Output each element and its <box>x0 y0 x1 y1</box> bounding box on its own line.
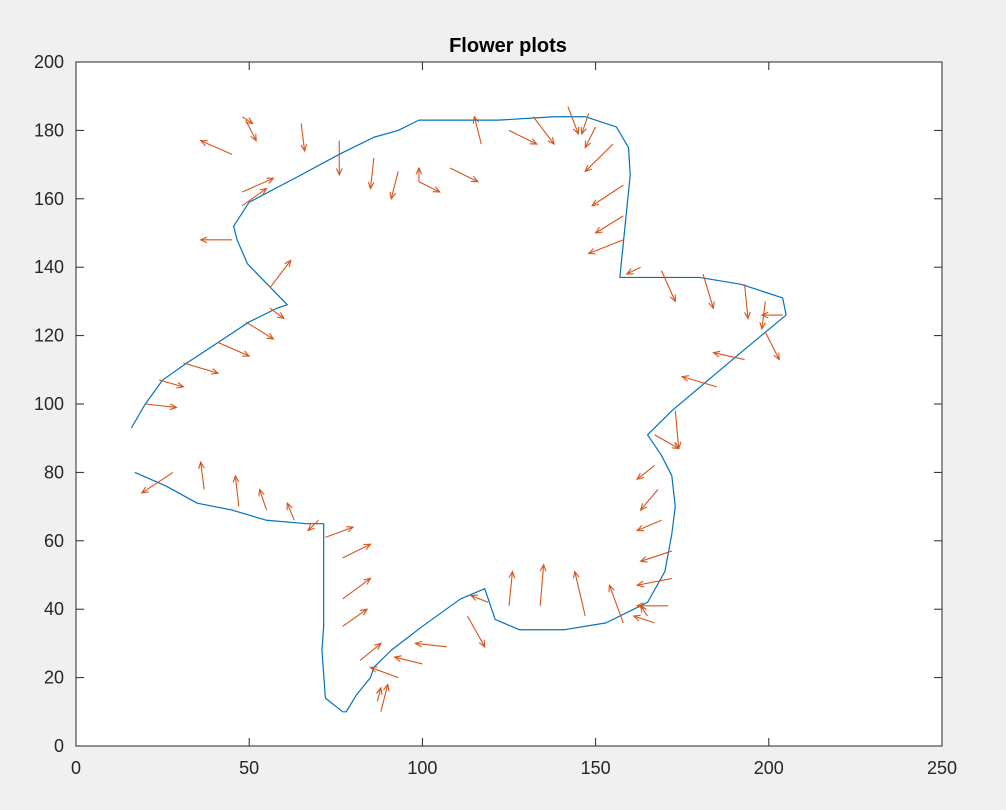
quiver-arrow <box>140 471 174 494</box>
quiver-arrow <box>587 239 624 255</box>
quiver-arrow <box>584 143 614 173</box>
y-tick-label: 100 <box>34 394 64 414</box>
quiver-arrow <box>508 129 538 145</box>
quiver-arrow <box>183 362 220 375</box>
quiver-arrow <box>584 126 597 149</box>
x-tick-label: 150 <box>581 758 611 778</box>
quiver-arrow <box>245 119 257 142</box>
quiver-arrow <box>269 307 285 320</box>
quiver-arrow <box>760 311 783 319</box>
y-tick-label: 0 <box>54 736 64 756</box>
quiver-arrow <box>158 379 185 389</box>
quiver-arrow <box>380 683 390 712</box>
quiver-arrow <box>415 166 423 182</box>
x-tick-label: 100 <box>407 758 437 778</box>
quiver-arrow <box>241 187 268 207</box>
quiver-arrow <box>764 331 780 361</box>
quiver-arrow <box>199 140 233 155</box>
quiver-arrow <box>636 465 655 481</box>
quiver-arrow <box>217 341 251 357</box>
quiver-arrow <box>376 686 383 702</box>
quiver-arrow <box>389 171 399 201</box>
quiver-arrow <box>625 266 641 275</box>
quiver-arrow <box>572 570 586 617</box>
quiver-arrow <box>418 181 441 193</box>
quiver-arrow <box>359 642 382 661</box>
quiver-arrow <box>367 157 375 190</box>
quiver-arrow <box>508 570 516 606</box>
quiver-arrow <box>325 526 355 538</box>
chart-title: Flower plots <box>449 35 567 57</box>
quiver-arrow <box>145 403 178 411</box>
quiver-arrow <box>702 273 715 310</box>
y-tick-label: 120 <box>34 326 64 346</box>
x-tick-label: 0 <box>71 758 81 778</box>
quiver-arrows <box>140 106 783 712</box>
quiver-arrow <box>567 106 580 136</box>
quiver-arrow <box>241 116 254 125</box>
quiver-arrow <box>472 115 482 145</box>
quiver-arrow <box>307 519 319 532</box>
quiver-arrow <box>639 550 672 563</box>
quiver-arrow <box>369 666 399 679</box>
plot-area <box>76 62 942 746</box>
quiver-arrow <box>414 640 447 648</box>
quiver-arrow <box>580 113 590 136</box>
y-tick-label: 60 <box>44 531 64 551</box>
quiver-arrow <box>393 655 423 665</box>
x-tick-label: 250 <box>927 758 957 778</box>
quiver-arrow <box>245 321 275 340</box>
x-tick-label: 200 <box>754 758 784 778</box>
quiver-arrow <box>635 519 662 532</box>
quiver-arrow <box>258 488 268 511</box>
quiver-arrow <box>269 259 292 289</box>
quiver-arrow <box>539 563 547 606</box>
quiver-arrow <box>286 501 295 521</box>
x-tick-label: 50 <box>239 758 259 778</box>
y-tick-label: 180 <box>34 120 64 140</box>
quiver-arrow <box>639 604 649 617</box>
quiver-arrow <box>469 594 489 603</box>
quiver-arrow <box>198 460 205 490</box>
quiver-arrow <box>449 167 480 183</box>
quiver-arrow <box>660 270 676 303</box>
quiver-arrow <box>532 116 555 146</box>
quiver-arrow <box>635 577 672 588</box>
quiver-arrow <box>342 608 369 627</box>
quiver-arrow <box>232 474 240 507</box>
quiver-arrow <box>594 215 624 234</box>
y-tick-label: 20 <box>44 668 64 688</box>
quiver-arrow <box>342 543 372 559</box>
quiver-arrow <box>680 375 717 388</box>
quiver-arrow <box>199 236 232 244</box>
quiver-arrow <box>654 434 680 450</box>
curve-layer <box>130 116 787 713</box>
y-tick-label: 80 <box>44 462 64 482</box>
quiver-arrow <box>608 583 624 624</box>
quiver-arrow <box>466 615 486 648</box>
quiver-arrow <box>342 577 372 600</box>
quiver-arrow <box>591 184 624 207</box>
quiver-arrow <box>639 489 659 512</box>
quiver-arrow <box>712 350 745 361</box>
y-tick-label: 160 <box>34 189 64 209</box>
y-tick-label: 140 <box>34 257 64 277</box>
quiver-arrow <box>300 123 308 153</box>
quiver-arrow <box>632 614 655 624</box>
y-tick-label: 200 <box>34 52 64 72</box>
quiver-arrow <box>744 284 751 320</box>
y-tick-label: 40 <box>44 599 64 619</box>
quiver-arrow <box>335 140 343 177</box>
flower-outline-series-0 <box>130 116 787 713</box>
axes: 0 50 100 150 200 250 0 20 40 60 80 100 120 140 160 180 2… <box>34 52 957 778</box>
quiver-arrow <box>242 177 275 193</box>
